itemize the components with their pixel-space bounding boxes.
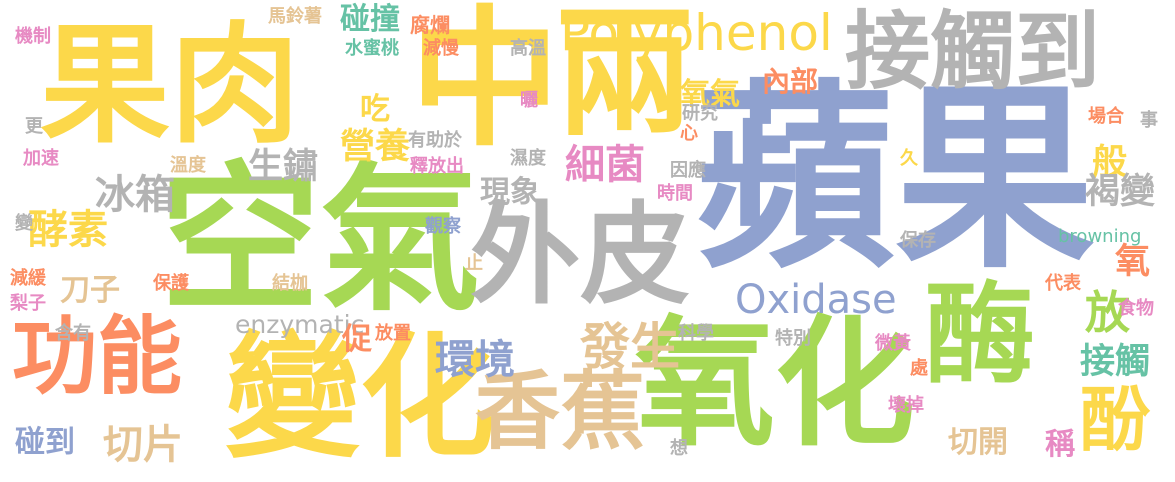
word: 觀察 bbox=[425, 216, 461, 237]
word: 特別 bbox=[775, 328, 811, 349]
word: 放置 bbox=[375, 323, 411, 344]
word: 酶 bbox=[925, 271, 1035, 399]
word: 放 bbox=[1085, 286, 1131, 339]
word: 止 bbox=[465, 253, 483, 274]
word: 酵素 bbox=[28, 207, 108, 253]
word: 事 bbox=[1140, 110, 1158, 131]
word: 腐爛 bbox=[410, 13, 450, 37]
word: 更 bbox=[25, 116, 43, 137]
word: 細菌 bbox=[565, 142, 645, 188]
word: 內部 bbox=[762, 65, 819, 98]
word: enzymatic bbox=[235, 310, 365, 339]
word: 發生 bbox=[580, 318, 680, 376]
word: 接觸 bbox=[1080, 342, 1151, 382]
word: 吃 bbox=[360, 92, 390, 127]
word: 因應 bbox=[670, 160, 706, 181]
word: 酚 bbox=[1080, 379, 1150, 461]
word: 代表 bbox=[1045, 273, 1081, 294]
word: 研究 bbox=[682, 103, 718, 124]
word: 氧化 bbox=[635, 303, 916, 466]
word: 含有 bbox=[55, 323, 91, 344]
word: 加速 bbox=[23, 148, 59, 169]
word: Polyphenol bbox=[560, 4, 833, 62]
word: 稱 bbox=[1045, 427, 1075, 462]
word: 接觸到 bbox=[845, 3, 1101, 102]
word: 微黃 bbox=[875, 333, 911, 354]
word: 水蜜桃 bbox=[345, 38, 399, 59]
word: 心 bbox=[680, 123, 698, 144]
word: 功能 bbox=[12, 308, 183, 407]
word: 冰箱 bbox=[95, 172, 175, 218]
word: 香蕉 bbox=[475, 363, 646, 462]
word: 梨子 bbox=[10, 293, 46, 314]
word: 兩 bbox=[555, 0, 696, 156]
word: 溫度 bbox=[170, 155, 206, 176]
word: 外皮 bbox=[470, 191, 690, 319]
word: 壞掉 bbox=[888, 395, 924, 416]
word: 變 bbox=[15, 213, 33, 234]
word: 促 bbox=[342, 322, 372, 357]
word: 機制 bbox=[15, 26, 51, 47]
word: 刀子 bbox=[60, 273, 120, 308]
word: 減慢 bbox=[423, 38, 459, 59]
word: 食物 bbox=[1118, 298, 1154, 319]
word: 般 bbox=[1092, 143, 1128, 183]
word: 氧 bbox=[1115, 242, 1151, 282]
word: 現象 bbox=[480, 175, 540, 210]
word: browning bbox=[1058, 226, 1142, 247]
word: 處 bbox=[910, 358, 928, 379]
word: 結枷 bbox=[272, 273, 308, 294]
word: 高溫 bbox=[510, 38, 546, 59]
word: 減緩 bbox=[10, 268, 46, 289]
word: 馬鈴薯 bbox=[268, 6, 322, 27]
word: 蘋果 bbox=[695, 63, 1096, 296]
word: 曬 bbox=[520, 90, 538, 111]
word: 切開 bbox=[948, 425, 1008, 460]
word: 保存 bbox=[900, 230, 936, 251]
word: 空氣 bbox=[160, 146, 481, 333]
word: 氧氣 bbox=[680, 77, 740, 112]
word: 營養 bbox=[340, 127, 411, 167]
word: 有助於 bbox=[408, 130, 462, 151]
word: 科學 bbox=[678, 323, 714, 344]
word: 碰撞 bbox=[340, 2, 400, 37]
word: 果肉 bbox=[40, 9, 301, 161]
word: 生鏽 bbox=[248, 147, 319, 187]
word: 切片 bbox=[103, 422, 183, 468]
word: 久 bbox=[900, 148, 918, 169]
word: 釋放出 bbox=[410, 156, 464, 177]
word: 場合 bbox=[1088, 106, 1124, 127]
word: 中 bbox=[410, 0, 561, 167]
word: Oxidase bbox=[735, 277, 897, 323]
word: 環境 bbox=[435, 337, 515, 383]
word: 想 bbox=[670, 438, 688, 459]
word: 變化 bbox=[225, 319, 495, 476]
word: 時間 bbox=[657, 183, 693, 204]
word: 褐變 bbox=[1085, 172, 1156, 212]
word: 碰到 bbox=[15, 425, 75, 460]
word: 濕度 bbox=[510, 148, 546, 169]
word: 保護 bbox=[153, 273, 189, 294]
